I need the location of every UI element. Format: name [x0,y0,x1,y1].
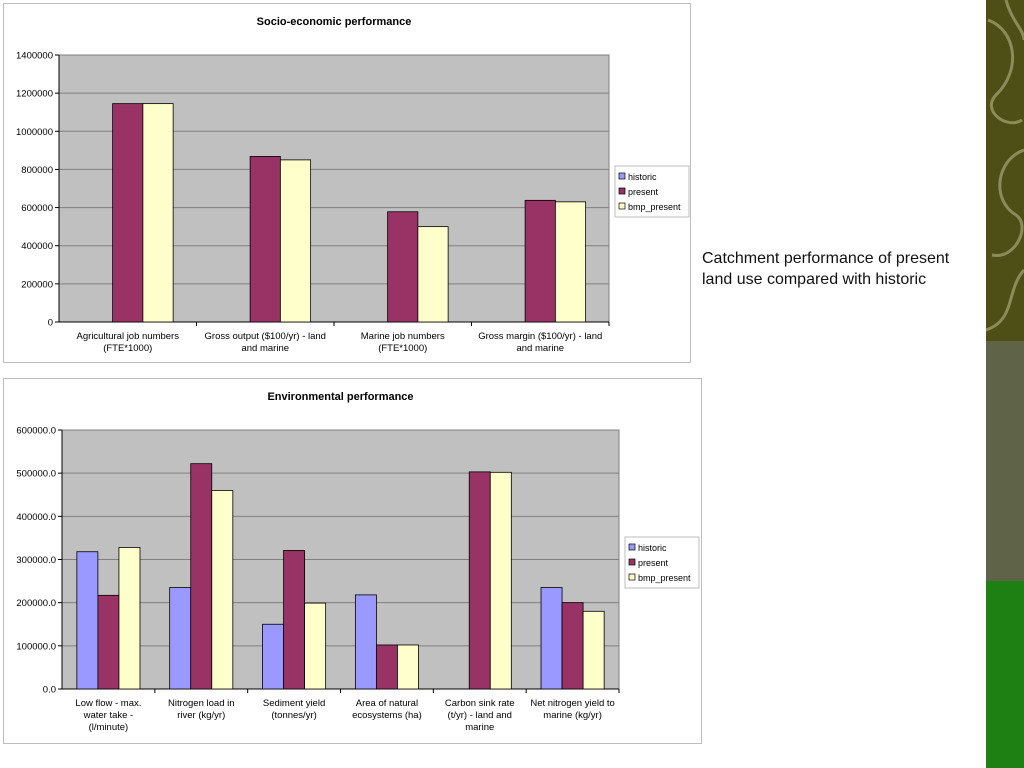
y-tick-label: 500000.0 [16,469,56,480]
bar-historic [262,623,284,690]
y-tick-label: 400000 [21,241,53,252]
bar-bmp_present [211,490,234,690]
swirl-stroke [991,148,1024,257]
x-tick-label: Nitrogen load in [168,698,235,709]
chart-title: Environmental performance [267,391,413,403]
swirl-stroke [985,268,1024,332]
legend-label: bmp_present [638,573,691,583]
x-tick-label: marine (kg/yr) [543,710,602,721]
x-tick-label: water take - [83,710,134,721]
bar-present [249,156,281,323]
legend-label: present [628,187,659,197]
x-tick-label: Low flow - max. [75,698,141,709]
environmental-chart: Environmental performance 0.0 100000.0 2000… [3,378,702,744]
legend: historic present bmp_present [614,165,690,218]
y-tick-label: 100000.0 [16,641,56,652]
y-tick-label: 200000.0 [16,598,56,609]
bar-bmp_present [554,201,587,323]
legend-swatch-historic [628,543,636,551]
y-tick-label: 200000 [21,279,53,290]
chart-svg: Socio-economic performance 0 200000 400000 6… [16,16,690,354]
bar-present [97,594,120,690]
y-tick-label: 800000 [21,165,53,176]
legend: historic present bmp_present [624,536,700,589]
y-tick-label: 600000 [21,203,53,214]
x-tick-label: Sediment yield [263,698,325,709]
x-tick-label: river (kg/yr) [177,710,225,721]
bar-bmp_present [417,226,449,323]
bar-present [112,103,144,323]
x-tick-label: ecosystems (ha) [352,710,422,721]
x-tick-label: Area of natural [356,698,418,709]
legend-swatch-bmp_present [618,202,626,210]
legend-swatch-historic [618,172,626,180]
bar-present [468,471,491,690]
x-tick-label: Marine job numbers [361,331,445,342]
bar-bmp_present [304,602,327,690]
y-tick-label: 400000.0 [16,512,56,523]
bar-present [561,602,584,690]
socio-economic-chart: Socio-economic performance 0 200000 400000 6… [3,3,691,363]
y-tick-label: 1000000 [16,127,53,138]
x-tick-label: marine [465,722,494,733]
chart-svg: Environmental performance 0.0 100000.0 2000… [16,391,700,733]
y-tick-label: 0.0 [43,685,56,696]
bar-historic [354,594,377,690]
y-tick-label: 1200000 [16,89,53,100]
x-tick-label: Agricultural job numbers [77,331,180,342]
bar-bmp_present [118,547,141,690]
legend-swatch-bmp_present [628,573,636,581]
chart-title: Socio-economic performance [257,16,412,28]
legend-label: historic [628,172,657,182]
x-tick-label: Carbon sink rate [445,698,515,709]
swirl-stroke [987,18,1023,125]
legend-label: present [638,558,669,568]
bar-bmp_present [142,103,174,323]
y-tick-label: 1400000 [16,51,53,62]
legend-label: historic [638,543,667,553]
x-tick-label: Gross output ($100/yr) - land [205,331,326,342]
bar-bmp_present [489,471,512,690]
x-tick-label: (tonnes/yr) [271,710,316,721]
bar-present [375,644,398,690]
legend-box [624,536,700,589]
bar-historic [169,587,192,690]
decorative-band-middle [986,341,1024,581]
x-tick-label: (t/yr) - land and [448,710,512,721]
legend-swatch-present [628,558,636,566]
bar-present [283,550,306,690]
y-tick-label: 0 [48,318,53,329]
y-tick-label: 600000.0 [16,426,56,437]
slide-caption: Catchment performance of present land us… [702,250,950,288]
bar-historic [540,587,563,690]
x-tick-label: and marine [241,343,289,354]
bar-bmp_present [279,159,312,323]
decorative-band-top [985,0,1024,341]
x-tick-label: Gross margin ($100/yr) - land [478,331,602,342]
decorative-band-bottom [986,581,1024,768]
legend-box [614,165,690,218]
x-tick-label: Net nitrogen yield to [530,698,615,709]
bar-historic [76,551,99,690]
x-tick-label: (FTE*1000) [378,343,427,354]
x-tick-label: (FTE*1000) [103,343,152,354]
bar-present [190,463,213,690]
x-tick-label: (l/minute) [89,722,129,733]
legend-label: bmp_present [628,202,681,212]
bar-bmp_present [582,610,605,690]
legend-swatch-present [618,187,626,195]
bar-bmp_present [397,644,419,690]
x-tick-label: and marine [516,343,564,354]
y-tick-label: 300000.0 [16,555,56,566]
swirl-ornament [985,0,1024,341]
bar-present [524,199,556,323]
bar-present [387,211,419,323]
